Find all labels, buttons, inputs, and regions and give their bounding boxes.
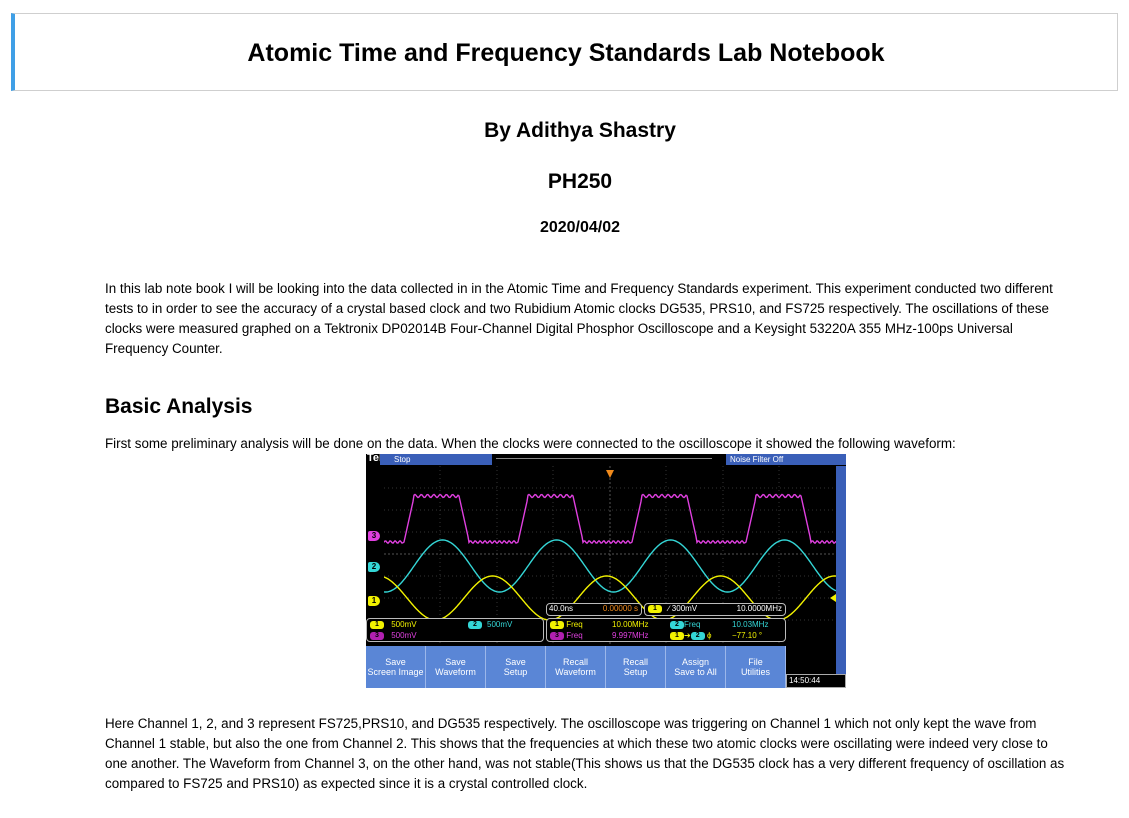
ch2-scale: 500mV bbox=[487, 620, 513, 629]
softkey-line1: Recall bbox=[562, 657, 588, 667]
softkey-line2: Utilities bbox=[740, 667, 770, 677]
meas3-tag: 3 bbox=[550, 631, 564, 640]
scope-clock: 14:50:44 bbox=[786, 674, 846, 688]
oscilloscope-screenshot: Tek Stop Noise Filter Off 3 2 1 40.0ns 0… bbox=[366, 454, 846, 688]
noise-filter-status: Noise Filter Off bbox=[726, 454, 846, 465]
trigger-channel-tag: 1 bbox=[648, 604, 662, 613]
trigger-readout: 1 ∕ 300mV 10.0000MHz bbox=[644, 603, 786, 616]
softkey-line2: Waveform bbox=[555, 667, 596, 677]
channel-marker-strip: 3 2 1 bbox=[366, 466, 384, 644]
meas1-label: Freq bbox=[566, 620, 583, 629]
meas3-label: Freq bbox=[566, 631, 583, 640]
author-line: By Adithya Shastry bbox=[484, 119, 676, 142]
meas1-tag: 1 bbox=[550, 620, 564, 629]
phase-arrow-icon: ➔ bbox=[684, 631, 691, 640]
ch1-scale-tag: 1 bbox=[370, 620, 384, 629]
softkey-line1: Recall bbox=[622, 657, 648, 667]
trigger-level-icon bbox=[830, 594, 836, 602]
channel-scales: 1 500mV 2 500mV 3 500mV bbox=[366, 618, 544, 642]
intro-paragraph: In this lab note book I will be looking … bbox=[105, 281, 1053, 356]
meas2-label: Freq bbox=[684, 620, 701, 629]
scope-softkey-3: Save Setup bbox=[486, 646, 546, 688]
meas2-tag: 2 bbox=[670, 620, 684, 629]
ch3-marker: 3 bbox=[368, 531, 380, 541]
phase-dst-tag: 2 bbox=[690, 631, 705, 640]
scope-right-edge bbox=[836, 466, 846, 688]
softkey-line1: Save bbox=[505, 657, 526, 667]
trigger-position-icon bbox=[606, 470, 614, 478]
ch1-scale: 500mV bbox=[391, 620, 417, 629]
phase-icon: ϕ bbox=[706, 631, 712, 640]
tek-logo: Tek bbox=[367, 454, 386, 464]
softkey-line1: Save bbox=[445, 657, 466, 667]
ch2-trace bbox=[384, 539, 836, 593]
scope-softkey-6: Assign Save to All bbox=[666, 646, 726, 688]
section-heading-basic-analysis: Basic Analysis bbox=[105, 395, 253, 418]
ch3-trace bbox=[384, 493, 836, 545]
trigger-level: ∕ 300mV bbox=[668, 604, 698, 613]
scope-status-bar: Tek Stop Noise Filter Off bbox=[366, 454, 846, 466]
ch3-scale-tag: 3 bbox=[370, 631, 384, 640]
softkey-line2: Waveform bbox=[435, 667, 476, 677]
meas2-value: 10.03MHz bbox=[732, 620, 769, 629]
timebase-readout: 40.0ns 0.00000 s bbox=[546, 603, 642, 616]
softkey-line2: Setup bbox=[623, 667, 648, 677]
softkey-line2: Save to All bbox=[674, 667, 717, 677]
meas3-value: 9.997MHz bbox=[612, 631, 649, 640]
measurements-panel: 1 Freq 10.00MHz 2 Freq 10.03MHz 3 Freq 9.… bbox=[546, 618, 786, 642]
softkey-line1: Save bbox=[385, 657, 406, 667]
softkey-line2: Setup bbox=[503, 667, 528, 677]
notebook-date: 2020/04/02 bbox=[539, 219, 621, 236]
scope-readouts: 40.0ns 0.00000 s 1 ∕ 300mV 10.0000MHz 1 … bbox=[366, 601, 786, 644]
delay-value: 0.00000 s bbox=[602, 604, 638, 613]
acquisition-status: Stop bbox=[380, 454, 492, 465]
phase-value: −77.10 ° bbox=[732, 631, 763, 640]
softkey-line1: File bbox=[748, 657, 763, 667]
scope-softkey-row: Save Screen Image Save Waveform Save Setup Rec… bbox=[366, 646, 786, 688]
record-view bbox=[496, 458, 712, 462]
title-banner: Atomic Time and Frequency Standards Lab … bbox=[11, 13, 1118, 91]
scope-softkey-1: Save Screen Image bbox=[366, 646, 426, 688]
phase-src-tag: 1 bbox=[670, 631, 684, 640]
course-code: PH250 bbox=[547, 170, 613, 193]
page-title: Atomic Time and Frequency Standards Lab … bbox=[247, 39, 885, 67]
softkey-line2: Screen Image bbox=[367, 667, 424, 677]
scope-softkey-4: Recall Waveform bbox=[546, 646, 606, 688]
softkey-line1: Assign bbox=[681, 657, 709, 667]
scope-softkey-7: File Utilities bbox=[726, 646, 786, 688]
ch1-marker: 1 bbox=[368, 596, 380, 606]
ch3-scale: 500mV bbox=[391, 631, 417, 640]
scope-softkey-2: Save Waveform bbox=[426, 646, 486, 688]
scope-softkey-5: Recall Setup bbox=[606, 646, 666, 688]
trigger-frequency: 10.0000MHz bbox=[736, 604, 782, 613]
ch2-scale-tag: 2 bbox=[468, 620, 482, 629]
preliminary-paragraph: First some preliminary analysis will be … bbox=[105, 436, 956, 451]
timebase-value: 40.0ns bbox=[549, 604, 574, 613]
ch2-marker: 2 bbox=[368, 562, 380, 572]
meas1-value: 10.00MHz bbox=[612, 620, 649, 629]
channels-paragraph: Here Channel 1, 2, and 3 represent FS725… bbox=[105, 716, 1065, 791]
